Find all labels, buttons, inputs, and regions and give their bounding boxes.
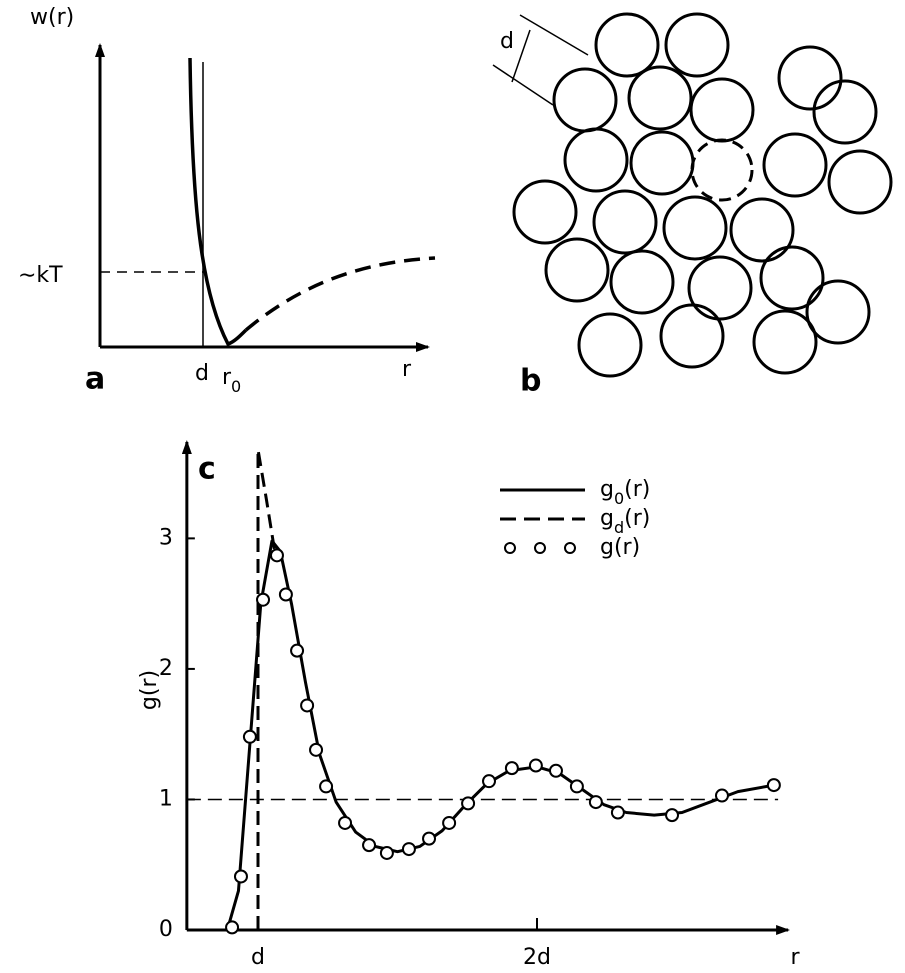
dashed-particle [690,138,754,202]
data-point [233,869,248,884]
data-point [766,778,781,793]
data-point [504,761,519,776]
data-point [290,643,305,658]
solid-line [225,539,775,931]
particle [777,45,843,111]
data-point [588,795,603,810]
y-tick-label: 1 [159,786,173,811]
potential-curve [188,57,248,347]
particle [759,245,825,311]
y-label: g(r) [137,670,162,710]
dim-line [519,14,589,56]
particle [762,132,828,198]
legend-marker [534,542,546,554]
particle [577,312,643,378]
y-tick-label: 3 [159,525,173,550]
particle [805,279,871,345]
y-tick-label: 0 [159,917,173,942]
data-point [548,763,563,778]
particle [827,149,893,215]
particle [552,67,618,133]
data-point [278,587,293,602]
panel-label: b [520,364,541,399]
data-point [610,805,625,820]
particle [512,179,578,245]
data-point [422,831,437,846]
particle [592,189,658,255]
data-point [269,548,284,563]
x-tick-label: d [251,945,265,970]
data-point [482,774,497,789]
particle [812,79,878,145]
x-label: r [790,945,800,970]
y-tick-label: 2 [159,656,173,681]
data-point [665,808,680,823]
x-label: r [402,357,412,382]
dashed-line [256,448,277,930]
particle [659,303,725,369]
data-point [362,838,377,853]
dim-arrow [511,29,531,83]
particle [627,65,693,131]
data-point [569,779,584,794]
particle [609,249,675,315]
x-tick-label: 2d [523,945,551,970]
particle [662,195,728,261]
data-point [242,729,257,744]
panel-label: c [198,452,216,487]
potential-tail [244,256,436,332]
level-label: ∼kT [18,263,63,288]
y-label: w(r) [30,5,74,30]
d-label: d [195,361,209,386]
particle [594,12,660,78]
d-label: d [500,29,514,54]
panel-b [492,12,893,378]
particle [729,197,795,263]
particle [687,255,753,321]
data-point [319,779,334,794]
particle [563,127,629,193]
panel-label: a [85,362,105,397]
data-point [256,592,271,607]
panel-a [95,43,436,352]
legend-marker [564,542,576,554]
legend-marker [504,542,516,554]
data-point [300,698,315,713]
data-point [225,920,240,935]
data-point [528,758,543,773]
particle [629,130,695,196]
particle [752,309,818,375]
particle [689,77,755,143]
data-point [714,788,729,803]
particle [664,12,730,78]
r0-label: r0 [222,365,241,396]
dim-line [492,64,554,106]
legend-label: g(r) [600,535,640,560]
data-point [338,815,353,830]
legend-label: gd(r) [600,506,650,537]
legend-label: g0(r) [600,477,650,508]
particle [544,237,610,303]
data-point [461,796,476,811]
data-point [309,742,324,757]
data-point [442,815,457,830]
data-point [379,845,394,860]
data-point [401,842,416,857]
